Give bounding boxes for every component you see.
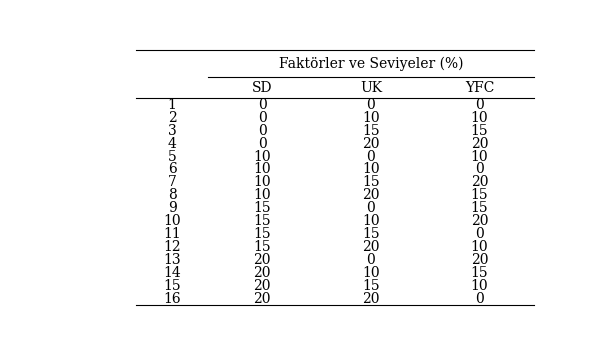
Text: 10: 10: [362, 162, 380, 177]
Text: 15: 15: [163, 279, 181, 293]
Text: 15: 15: [254, 227, 271, 241]
Text: 20: 20: [362, 136, 380, 150]
Text: 15: 15: [362, 227, 380, 241]
Text: 20: 20: [362, 292, 380, 306]
Text: 15: 15: [254, 240, 271, 254]
Text: 0: 0: [367, 201, 375, 215]
Text: 3: 3: [168, 124, 176, 138]
Text: 12: 12: [163, 240, 181, 254]
Text: YFC: YFC: [465, 81, 494, 95]
Text: 20: 20: [254, 279, 271, 293]
Text: 5: 5: [168, 149, 176, 164]
Text: 15: 15: [254, 201, 271, 215]
Text: UK: UK: [360, 81, 382, 95]
Text: 15: 15: [471, 201, 489, 215]
Text: SD: SD: [252, 81, 272, 95]
Text: 10: 10: [471, 279, 489, 293]
Text: 20: 20: [471, 253, 488, 267]
Text: 11: 11: [163, 227, 181, 241]
Text: 14: 14: [163, 266, 181, 280]
Text: 10: 10: [362, 214, 380, 228]
Text: 20: 20: [471, 176, 488, 190]
Text: 15: 15: [254, 214, 271, 228]
Text: 15: 15: [471, 266, 489, 280]
Text: 15: 15: [362, 279, 380, 293]
Text: 0: 0: [475, 292, 484, 306]
Text: 20: 20: [254, 292, 271, 306]
Text: 10: 10: [254, 188, 271, 202]
Text: 10: 10: [471, 111, 489, 125]
Text: 20: 20: [471, 136, 488, 150]
Text: 13: 13: [163, 253, 181, 267]
Text: 2: 2: [168, 111, 176, 125]
Text: 0: 0: [367, 98, 375, 112]
Text: 20: 20: [362, 240, 380, 254]
Text: 0: 0: [367, 149, 375, 164]
Text: 0: 0: [258, 98, 266, 112]
Text: 0: 0: [367, 253, 375, 267]
Text: 0: 0: [258, 136, 266, 150]
Text: Faktörler ve Seviyeler (%): Faktörler ve Seviyeler (%): [279, 56, 463, 70]
Text: 0: 0: [475, 98, 484, 112]
Text: 10: 10: [362, 266, 380, 280]
Text: 15: 15: [362, 176, 380, 190]
Text: 10: 10: [471, 149, 489, 164]
Text: 10: 10: [163, 214, 181, 228]
Text: 15: 15: [362, 124, 380, 138]
Text: 10: 10: [471, 240, 489, 254]
Text: 16: 16: [163, 292, 181, 306]
Text: 20: 20: [471, 214, 488, 228]
Text: 10: 10: [362, 111, 380, 125]
Text: 4: 4: [168, 136, 176, 150]
Text: 10: 10: [254, 149, 271, 164]
Text: 20: 20: [362, 188, 380, 202]
Text: 15: 15: [471, 124, 489, 138]
Text: 8: 8: [168, 188, 176, 202]
Text: 0: 0: [475, 227, 484, 241]
Text: 0: 0: [258, 124, 266, 138]
Text: 0: 0: [475, 162, 484, 177]
Text: 10: 10: [254, 162, 271, 177]
Text: 9: 9: [168, 201, 176, 215]
Text: 20: 20: [254, 253, 271, 267]
Text: 7: 7: [168, 176, 176, 190]
Text: 20: 20: [254, 266, 271, 280]
Text: 0: 0: [258, 111, 266, 125]
Text: 6: 6: [168, 162, 176, 177]
Text: 15: 15: [471, 188, 489, 202]
Text: 1: 1: [168, 98, 176, 112]
Text: 10: 10: [254, 176, 271, 190]
